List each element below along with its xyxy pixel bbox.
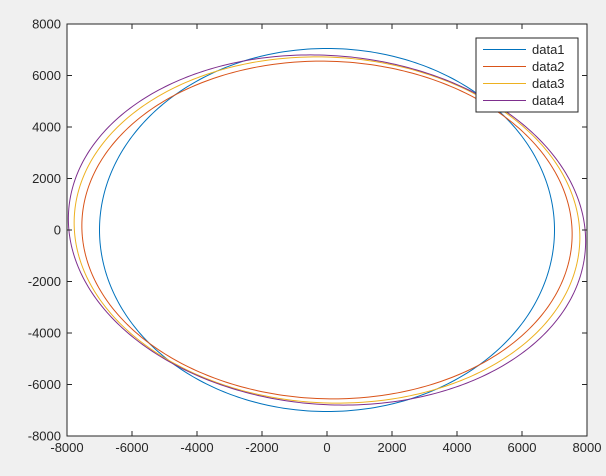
y-tick-label: 0 — [54, 223, 61, 238]
y-tick-label: -2000 — [28, 274, 61, 289]
legend-label-data2: data2 — [532, 59, 565, 74]
legend: data1 data2 data3 data4 — [475, 37, 579, 113]
legend-label-data3: data3 — [532, 76, 565, 91]
y-tick-label: -8000 — [28, 429, 61, 444]
y-tick-label: -6000 — [28, 377, 61, 392]
x-tick-label: 4000 — [443, 440, 472, 455]
x-tick-label: 2000 — [378, 440, 407, 455]
tick-layer: -8000 -6000 -4000 -2000 0 2000 4000 6000 8000 -80… — [28, 17, 602, 456]
series-line-data2 — [81, 60, 573, 400]
y-tick-label: -4000 — [28, 326, 61, 341]
x-tick-label: -2000 — [245, 440, 278, 455]
x-tick-label: -4000 — [180, 440, 213, 455]
x-tick-label: 6000 — [508, 440, 537, 455]
x-tick-label: -8000 — [50, 440, 83, 455]
y-tick-label: 8000 — [32, 17, 61, 32]
y-tick-label: 4000 — [32, 120, 61, 135]
y-tick-label: 6000 — [32, 68, 61, 83]
x-tick-label: -6000 — [115, 440, 148, 455]
legend-label-data4: data4 — [532, 93, 565, 108]
y-tick-label: 2000 — [32, 171, 61, 186]
legend-label-data1: data1 — [532, 42, 565, 57]
legend-box — [475, 37, 579, 113]
x-tick-label: 8000 — [573, 440, 602, 455]
x-tick-label: 0 — [323, 440, 330, 455]
